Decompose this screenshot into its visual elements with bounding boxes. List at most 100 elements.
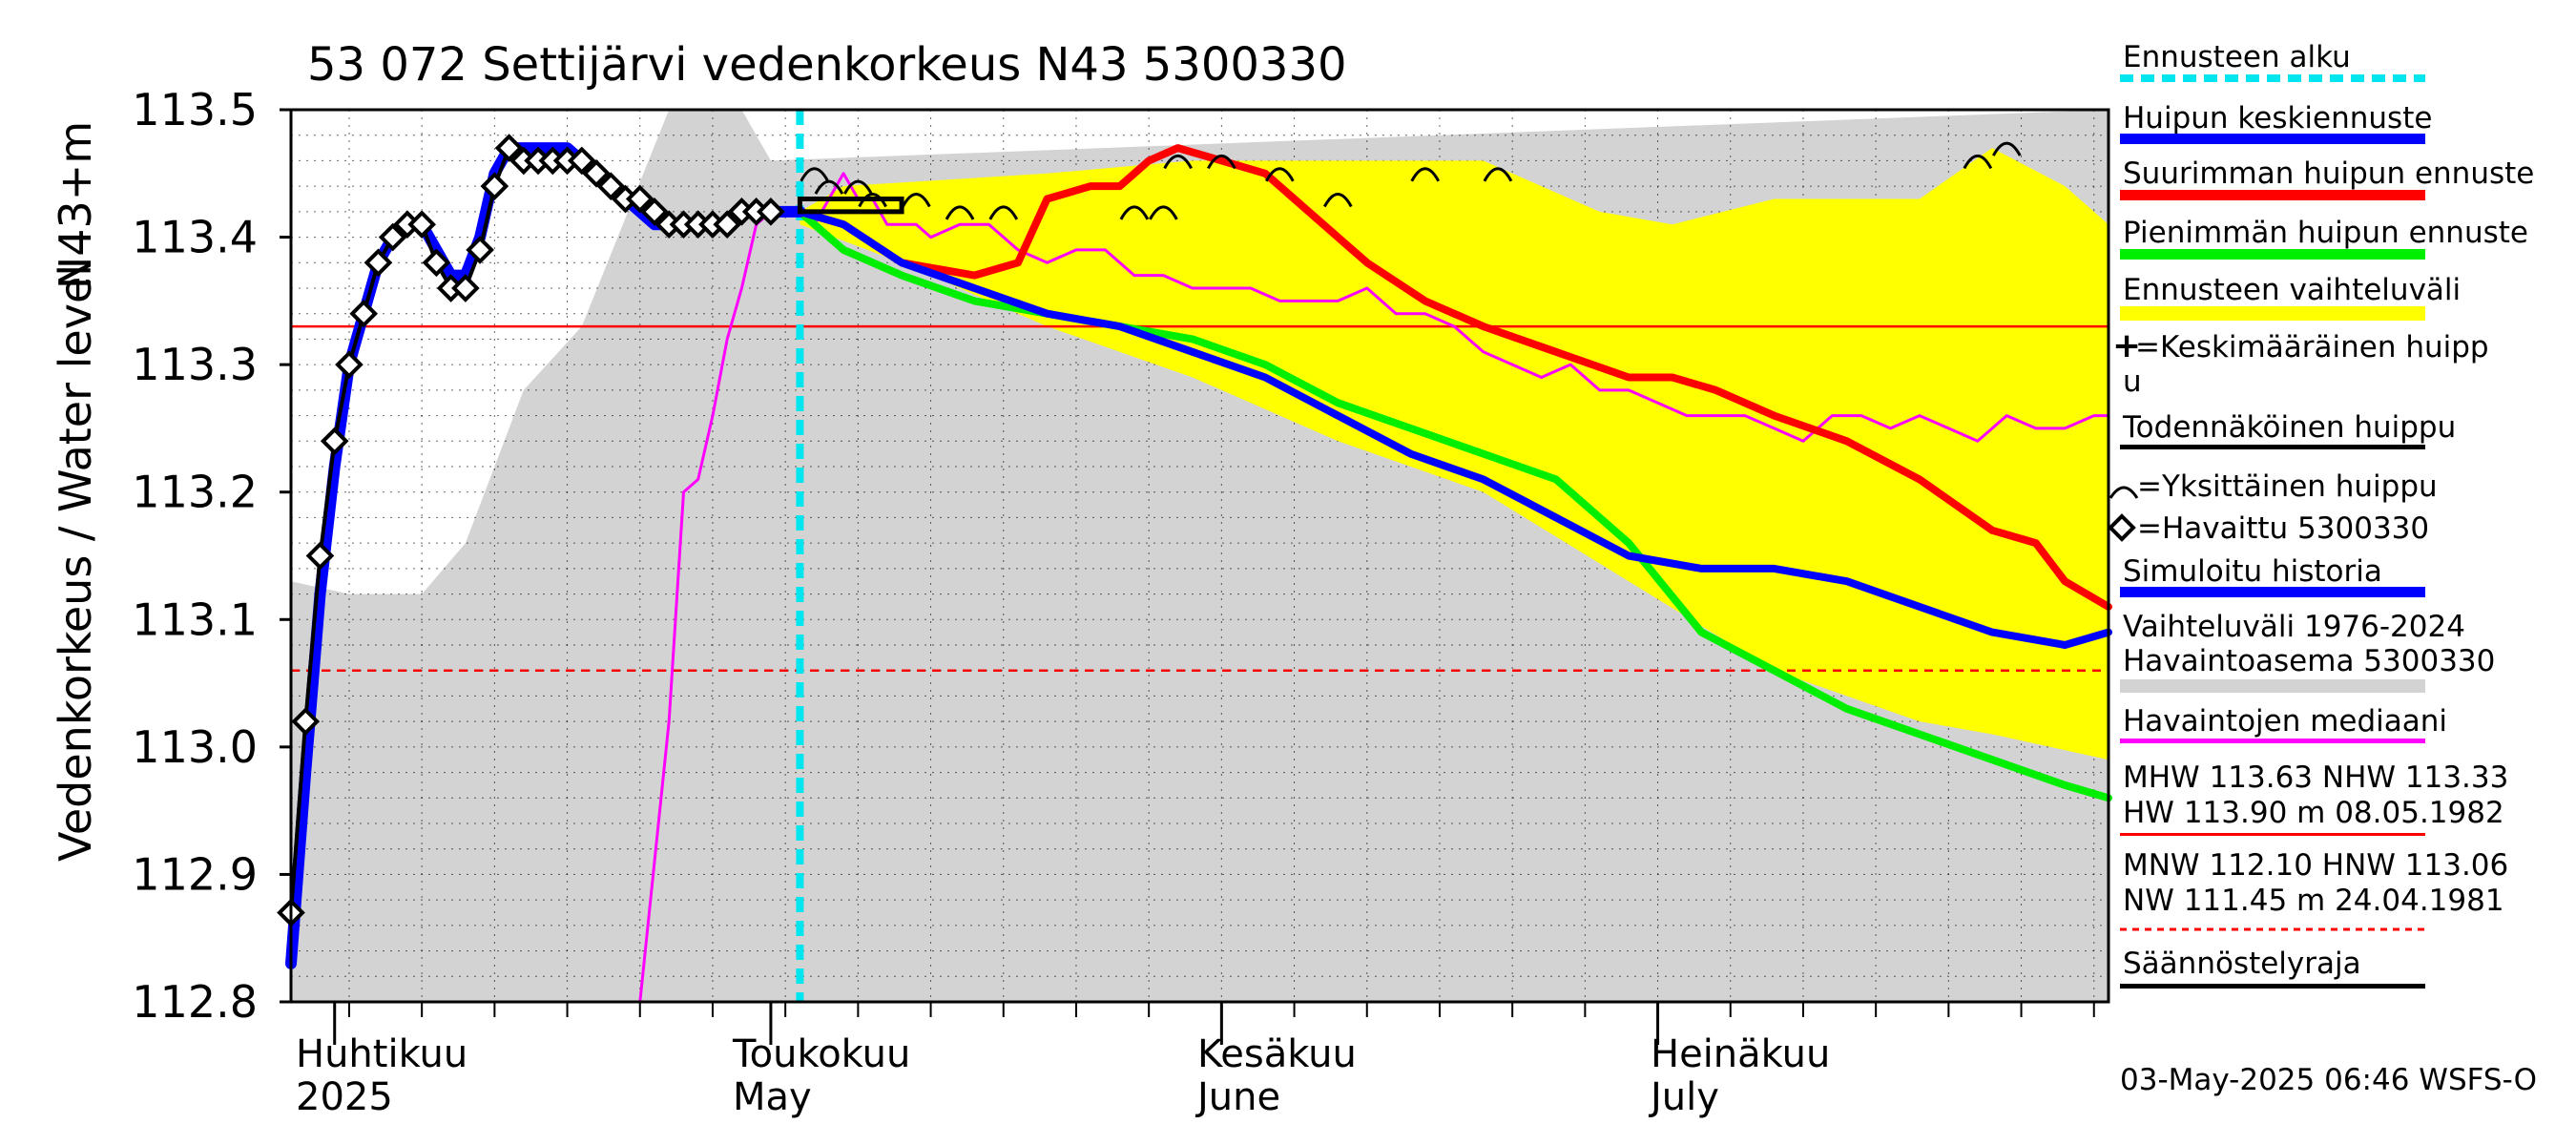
observed-point [567, 146, 596, 176]
legend-max-forecast: Suurimman huipun ennuste [2123, 156, 2534, 191]
legend-swatch-max [2120, 190, 2425, 200]
single-peak-marker [1963, 154, 1993, 170]
observed-point [335, 350, 364, 379]
legend-single-peak: =Yksittäinen huippu [2137, 469, 2438, 504]
legend-mean-peak-2: u [2123, 364, 2142, 399]
single-peak-marker [843, 179, 873, 195]
y-tick-label: 113.4 [132, 212, 258, 263]
legend-median: Havaintojen mediaani [2123, 704, 2447, 739]
month-label-july-en: July [1648, 1075, 1719, 1119]
probable-peak-marker [797, 197, 904, 215]
single-peak-marker [814, 179, 844, 195]
legend-stats-low-1: MNW 112.10 HNW 113.06 [2123, 848, 2508, 883]
legend-probable-peak: Todennäköinen huippu [2122, 410, 2456, 445]
observed-point [466, 236, 494, 264]
observed-point [582, 158, 611, 188]
plot-frame [289, 108, 2110, 1004]
legend-regulation: Säännöstelyraja [2123, 947, 2361, 981]
single-peak-marker [988, 205, 1019, 220]
legend-swatch-probable [2120, 445, 2425, 449]
single-peak-marker [1991, 141, 2022, 156]
observed-point [480, 172, 509, 200]
single-peak-marker [1163, 154, 1193, 170]
single-peak-marker [1207, 154, 1236, 170]
legend-range-hist-2: Havaintoasema 5300330 [2123, 644, 2495, 678]
observed-point [596, 172, 626, 200]
legend-mean-forecast: Huipun keskiennuste [2123, 101, 2432, 135]
month-label-june: Kesäkuu [1197, 1032, 1357, 1076]
observed-point [378, 222, 407, 252]
observed-point [640, 198, 669, 226]
footer-timestamp: 03-May-2025 06:46 WSFS-O [2120, 1063, 2537, 1097]
observed-point [757, 198, 785, 226]
single-peak-marker [1149, 205, 1178, 220]
month-label-may-en: May [733, 1075, 812, 1119]
legend-stats-high-1: MHW 113.63 NHW 113.33 [2123, 760, 2508, 795]
legend-swatch-simulated [2120, 587, 2425, 597]
observed-point [305, 541, 335, 571]
single-peak-marker [901, 193, 931, 208]
series-line-min [796, 207, 2112, 802]
legend-observed: =Havaittu 5300330 [2137, 511, 2429, 546]
legend-mean-peak-1: =Keskimääräinen huipp [2135, 330, 2489, 364]
legend-swatch-nhw [2120, 833, 2425, 836]
x-axis [333, 1002, 2095, 1045]
y-axis-unit: N43+m [50, 121, 101, 289]
observed-point [349, 299, 379, 328]
observed-point [291, 707, 321, 736]
series-line-mean [796, 207, 2112, 649]
single-peak-marker [1322, 193, 1353, 208]
legend-forecast-start: Ennusteen alku [2123, 40, 2351, 74]
year-label: 2025 [296, 1075, 393, 1119]
y-tick-label: 113.5 [132, 84, 258, 135]
legend-swatch-mean [2120, 134, 2425, 144]
y-tick-label: 113.2 [132, 467, 258, 518]
legend-diamond-icon [2108, 513, 2136, 542]
observed-point [451, 274, 480, 302]
legend-swatch-min [2120, 249, 2425, 260]
single-peak-marker [1264, 167, 1295, 182]
y-tick-label: 113.3 [132, 339, 258, 390]
series-line-max [796, 144, 2112, 611]
observed-point [713, 210, 742, 239]
single-peak-marker [945, 205, 975, 220]
y-tick-label: 112.9 [132, 848, 258, 900]
observed-point [625, 184, 654, 214]
legend-stats-high-2: HW 113.90 m 08.05.1982 [2123, 796, 2504, 830]
chart-title: 53 072 Settijärvi vedenkorkeus N43 53003… [307, 38, 1347, 92]
legend-stats-low-2: NW 111.45 m 24.04.1981 [2123, 884, 2504, 918]
plot-area [277, 108, 2112, 1004]
single-peak-marker [1119, 205, 1150, 220]
observed-point [422, 248, 451, 278]
legend-simulated: Simuloitu historia [2123, 554, 2382, 589]
legend-forecast-range: Ennusteen vaihteluväli [2123, 273, 2461, 307]
legend: Ennusteen alku Huipun keskiennuste Suuri… [2108, 40, 2534, 989]
single-peak-marker [800, 167, 829, 182]
observed-point [494, 134, 524, 162]
single-peak-marker [1410, 167, 1441, 182]
legend-range-hist-1: Vaihteluväli 1976-2024 [2123, 610, 2465, 644]
observed-point [320, 427, 349, 456]
legend-swatch-median [2120, 739, 2425, 743]
y-axis: 113.5 113.4 113.3 113.2 113.1 113.0 112.9 112.8 [132, 84, 291, 1028]
month-label-june-en: June [1195, 1075, 1280, 1119]
y-tick-label: 113.0 [132, 721, 258, 773]
month-label-april: Huhtikuu [296, 1032, 467, 1076]
observed-point [407, 210, 436, 239]
legend-min-forecast: Pienimmän huipun ennuste [2123, 216, 2528, 250]
y-tick-label: 112.8 [132, 976, 258, 1028]
month-label-may: Toukokuu [732, 1032, 910, 1076]
legend-single-peak-icon [2109, 486, 2139, 499]
single-peak-marker [1483, 167, 1513, 182]
legend-swatch-range [2120, 306, 2425, 321]
forecast-range-band [800, 148, 2109, 760]
legend-swatch-regulation [2120, 984, 2425, 989]
legend-swatch-hist-range [2120, 679, 2425, 693]
observed-point [364, 248, 393, 278]
legend-plus-icon: + [2112, 326, 2141, 365]
single-peak-marker [858, 193, 887, 208]
y-axis-label: Vedenkorkeus / Water level [50, 264, 101, 862]
y-tick-label: 113.1 [132, 593, 258, 645]
month-label-july: Heinäkuu [1651, 1032, 1830, 1076]
